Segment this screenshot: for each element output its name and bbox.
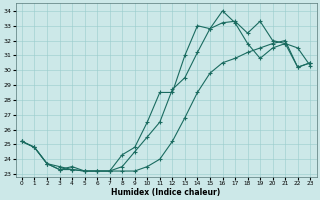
X-axis label: Humidex (Indice chaleur): Humidex (Indice chaleur) (111, 188, 221, 197)
